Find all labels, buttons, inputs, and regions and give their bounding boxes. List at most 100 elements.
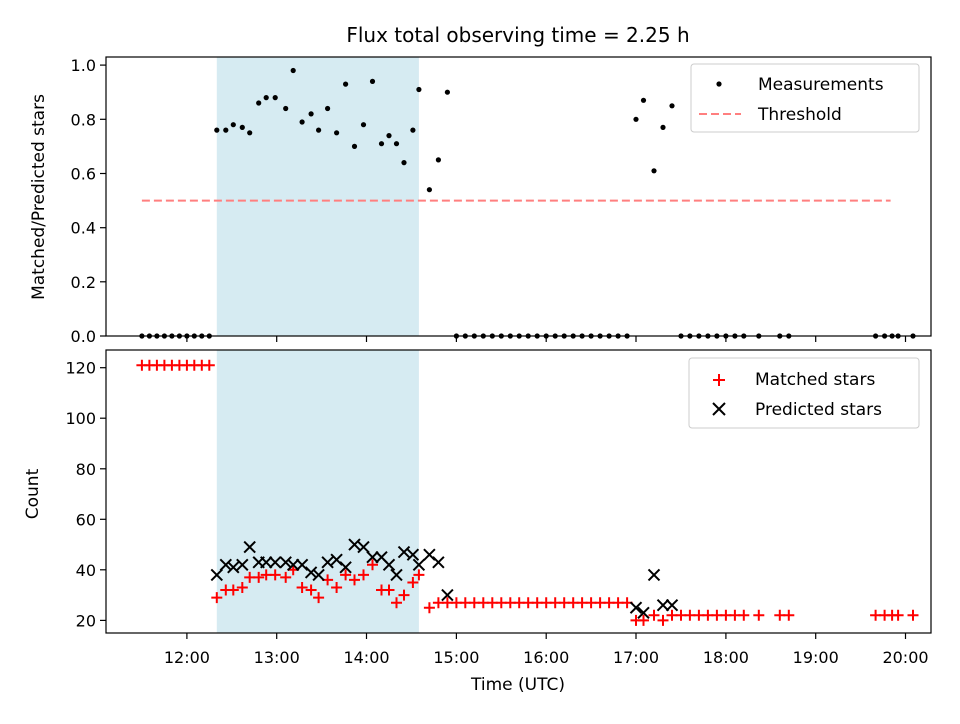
measurement-point bbox=[247, 130, 253, 136]
measurement-point bbox=[334, 130, 340, 136]
predicted-star-point bbox=[629, 601, 643, 614]
bottom-ytick-label: 80 bbox=[76, 460, 96, 479]
measurement-point bbox=[272, 95, 278, 101]
bottom-ytick-label: 60 bbox=[76, 510, 96, 529]
matched-star-point bbox=[227, 584, 239, 596]
top-ytick-label: 0.2 bbox=[71, 273, 96, 292]
matched-star-point bbox=[783, 609, 795, 621]
matched-star-point bbox=[296, 582, 308, 593]
predicted-star-point bbox=[382, 558, 396, 572]
matched-star-point bbox=[383, 584, 395, 596]
matched-star-point bbox=[423, 602, 435, 614]
predicted-star-point bbox=[647, 568, 661, 582]
legend-measurements-marker bbox=[716, 81, 722, 87]
matched-star-point bbox=[313, 592, 325, 604]
measurement-point bbox=[214, 127, 220, 133]
matched-star-point bbox=[358, 569, 369, 581]
bottom-panel: 20 40 60 80 100 120 12:00 13:00 14:00 15:00 16:00… bbox=[23, 349, 932, 695]
measurement-point bbox=[393, 141, 400, 147]
xtick-label: 20:00 bbox=[882, 648, 928, 667]
predicted-star-point bbox=[406, 548, 420, 561]
measurement-point bbox=[651, 168, 657, 174]
matched-star-point bbox=[211, 592, 223, 604]
top-plot-frame bbox=[105, 56, 932, 337]
matched-star-point bbox=[367, 559, 378, 571]
predicted-star-point bbox=[348, 538, 361, 551]
bottom-ytick-label: 100 bbox=[65, 409, 96, 428]
xtick-label: 13:00 bbox=[254, 648, 300, 667]
matched-star-point bbox=[236, 582, 248, 593]
xtick-label: 17:00 bbox=[613, 648, 659, 667]
legend-matched-label: Matched stars bbox=[755, 370, 875, 390]
bottom-ytick-label: 120 bbox=[65, 359, 96, 378]
predicted-star-point bbox=[357, 540, 370, 554]
measurement-point bbox=[660, 124, 666, 130]
xtick-label: 15:00 bbox=[433, 648, 479, 667]
matched-star-point bbox=[269, 569, 281, 581]
measurement-point bbox=[316, 127, 322, 133]
matched-star-point bbox=[391, 597, 402, 609]
top-ytick-label: 0.8 bbox=[71, 110, 96, 129]
predicted-star-point bbox=[397, 545, 411, 559]
matched-star-point bbox=[203, 359, 215, 371]
bottom-ytick-label: 20 bbox=[76, 611, 96, 630]
top-ytick-label: 0.6 bbox=[71, 165, 96, 184]
top-shaded-region bbox=[216, 57, 419, 336]
matched-star-point bbox=[253, 571, 265, 583]
predicted-star-point bbox=[312, 568, 325, 582]
predicted-star-point bbox=[366, 550, 379, 564]
measurement-point bbox=[290, 67, 296, 74]
bottom-ytick-label: 40 bbox=[76, 561, 96, 580]
predicted-star-point bbox=[321, 556, 334, 569]
measurement-point bbox=[435, 157, 441, 163]
matched-star-point bbox=[657, 614, 669, 626]
measurement-point bbox=[416, 86, 422, 93]
top-ytick-label: 1.0 bbox=[71, 56, 96, 75]
xtick-label: 12:00 bbox=[164, 648, 210, 667]
predicted-star-point bbox=[268, 556, 282, 569]
bottom-legend: Matched stars Predicted stars bbox=[688, 357, 920, 429]
measurement-point bbox=[256, 100, 262, 106]
x-axis-label: Time (UTC) bbox=[470, 675, 565, 695]
bottom-y-axis-label: Count bbox=[23, 468, 43, 519]
legend-predicted-label: Predicted stars bbox=[755, 400, 882, 420]
measurement-point bbox=[283, 105, 289, 112]
predicted-star-point bbox=[259, 556, 273, 569]
xtick-label: 19:00 bbox=[793, 648, 839, 667]
measurement-point bbox=[351, 143, 358, 149]
measurement-point bbox=[669, 103, 675, 109]
matched-star-point bbox=[648, 609, 660, 621]
predicted-star-point bbox=[210, 568, 224, 582]
bottom-shaded-region bbox=[216, 350, 419, 633]
xtick-label: 14:00 bbox=[343, 648, 389, 667]
measurement-point bbox=[369, 78, 376, 84]
measurement-point bbox=[633, 116, 639, 122]
predicted-star-point bbox=[243, 540, 256, 554]
top-panel: 0.0 0.2 0.4 0.6 0.8 1.0 Matched/Predicted sta… bbox=[29, 56, 932, 346]
predicted-star-point bbox=[304, 566, 318, 579]
measurement-point bbox=[410, 127, 416, 133]
predicted-star-point bbox=[236, 558, 249, 572]
predicted-star-point bbox=[227, 561, 240, 574]
predicted-star-point bbox=[390, 568, 403, 582]
measurement-point bbox=[239, 124, 245, 130]
xtick-label: 16:00 bbox=[523, 648, 569, 667]
top-y-axis-label: Matched/Predicted stars bbox=[29, 94, 49, 300]
predicted-star-point bbox=[412, 558, 426, 572]
measurement-point bbox=[444, 89, 450, 95]
legend-measurements-label: Measurements bbox=[758, 75, 884, 95]
matched-star-point bbox=[305, 584, 317, 596]
predicted-star-point bbox=[219, 558, 233, 572]
matched-star-point bbox=[407, 577, 419, 588]
measurement-point bbox=[426, 187, 432, 193]
legend-matched-marker bbox=[713, 374, 725, 386]
xtick-label: 18:00 bbox=[703, 648, 749, 667]
top-legend: Measurements Threshold bbox=[690, 63, 920, 133]
matched-star-point bbox=[753, 609, 765, 621]
measurement-point bbox=[299, 119, 305, 125]
predicted-star-point bbox=[637, 606, 650, 620]
matched-star-point bbox=[413, 569, 425, 581]
top-ytick-label: 0.4 bbox=[71, 219, 96, 238]
matched-star-point bbox=[907, 609, 919, 621]
